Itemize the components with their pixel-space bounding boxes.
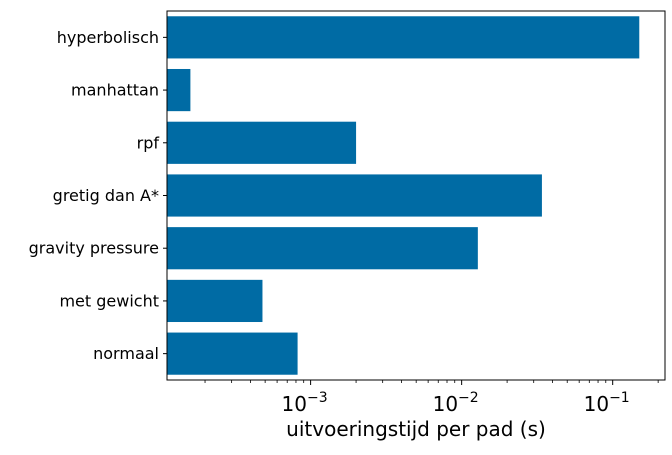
x-tick-label: 10−2: [433, 390, 479, 416]
bar: [167, 68, 191, 112]
bars: [167, 16, 640, 375]
x-tick-exponent: −2: [458, 390, 479, 406]
y-tick-label: met gewicht: [59, 291, 159, 310]
x-tick-label: 10−3: [282, 390, 328, 416]
y-axis-ticks: hyperbolisch manhattan rpf gretig dan A* gra…: [29, 28, 167, 363]
plot-frame: [166, 10, 666, 381]
bar: [167, 227, 478, 270]
bar: [167, 174, 542, 217]
x-axis-label: uitvoeringstijd per pad (s): [286, 417, 546, 441]
bar: [167, 121, 357, 164]
bar: [167, 279, 263, 323]
y-tick-label: normaal: [93, 344, 159, 363]
x-tick-label: 10−1: [584, 390, 630, 416]
bar: [167, 332, 298, 375]
bar: [167, 16, 640, 59]
x-tick-base: 10: [433, 392, 458, 416]
y-tick-label: gravity pressure: [29, 239, 159, 258]
y-tick-label: gretig dan A*: [53, 186, 159, 205]
x-tick-exponent: −1: [609, 390, 630, 406]
x-axis-ticks: 10−3 10−2 10−1: [204, 380, 659, 416]
x-tick-base: 10: [282, 392, 307, 416]
x-tick-base: 10: [584, 392, 609, 416]
y-tick-label: rpf: [137, 133, 160, 152]
x-tick-exponent: −3: [307, 390, 328, 406]
y-tick-label: hyperbolisch: [57, 28, 159, 47]
y-tick-label: manhattan: [71, 81, 159, 100]
